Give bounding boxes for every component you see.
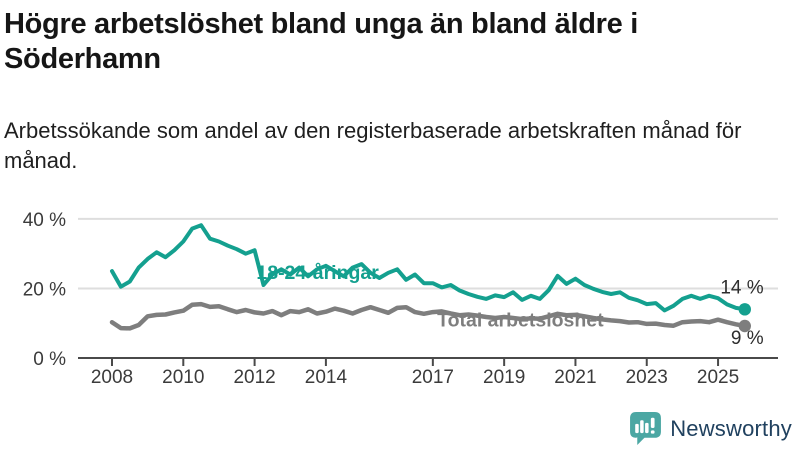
x-tick-label: 2019 (483, 367, 525, 388)
y-tick-label: 40 % (23, 210, 66, 231)
x-tick-label: 2017 (412, 367, 454, 388)
x-tick-label: 2014 (305, 367, 348, 388)
series-line-1 (109, 301, 748, 331)
x-tick-label: 2021 (554, 367, 596, 388)
page-subtitle: Arbetssökande som andel av den registerb… (4, 118, 742, 173)
newsworthy-logo[interactable]: Newsworthy (629, 411, 792, 446)
x-tick-label: 2025 (697, 367, 739, 388)
series-line-0 (110, 223, 747, 313)
x-tick-label: 2012 (233, 367, 275, 388)
y-tick-label: 20 % (23, 279, 66, 300)
x-tick-label: 2008 (91, 367, 133, 388)
x-tick-label: 2010 (162, 367, 204, 388)
x-tick-label: 2023 (626, 367, 668, 388)
brand-name: Newsworthy (670, 415, 792, 441)
y-tick-label: 0 % (33, 349, 66, 370)
series-end-dot-0 (738, 303, 751, 316)
bar-chart-speech-bubble-icon (630, 412, 662, 445)
unemployment-line-chart: 2008 2010 2012 2014 2017 2019 2021 2023 2025 0 % 2… (23, 210, 778, 388)
series-end-dot-1 (738, 319, 751, 333)
annotation-label: Total arbetslöshet (437, 310, 604, 332)
annotation-label: 9 % (731, 328, 764, 349)
annotation-label: 14 % (720, 277, 763, 298)
page-title: Högre arbetslöshet bland unga än bland ä… (4, 8, 638, 76)
annotation-label: 18-24-åringar (256, 261, 379, 284)
